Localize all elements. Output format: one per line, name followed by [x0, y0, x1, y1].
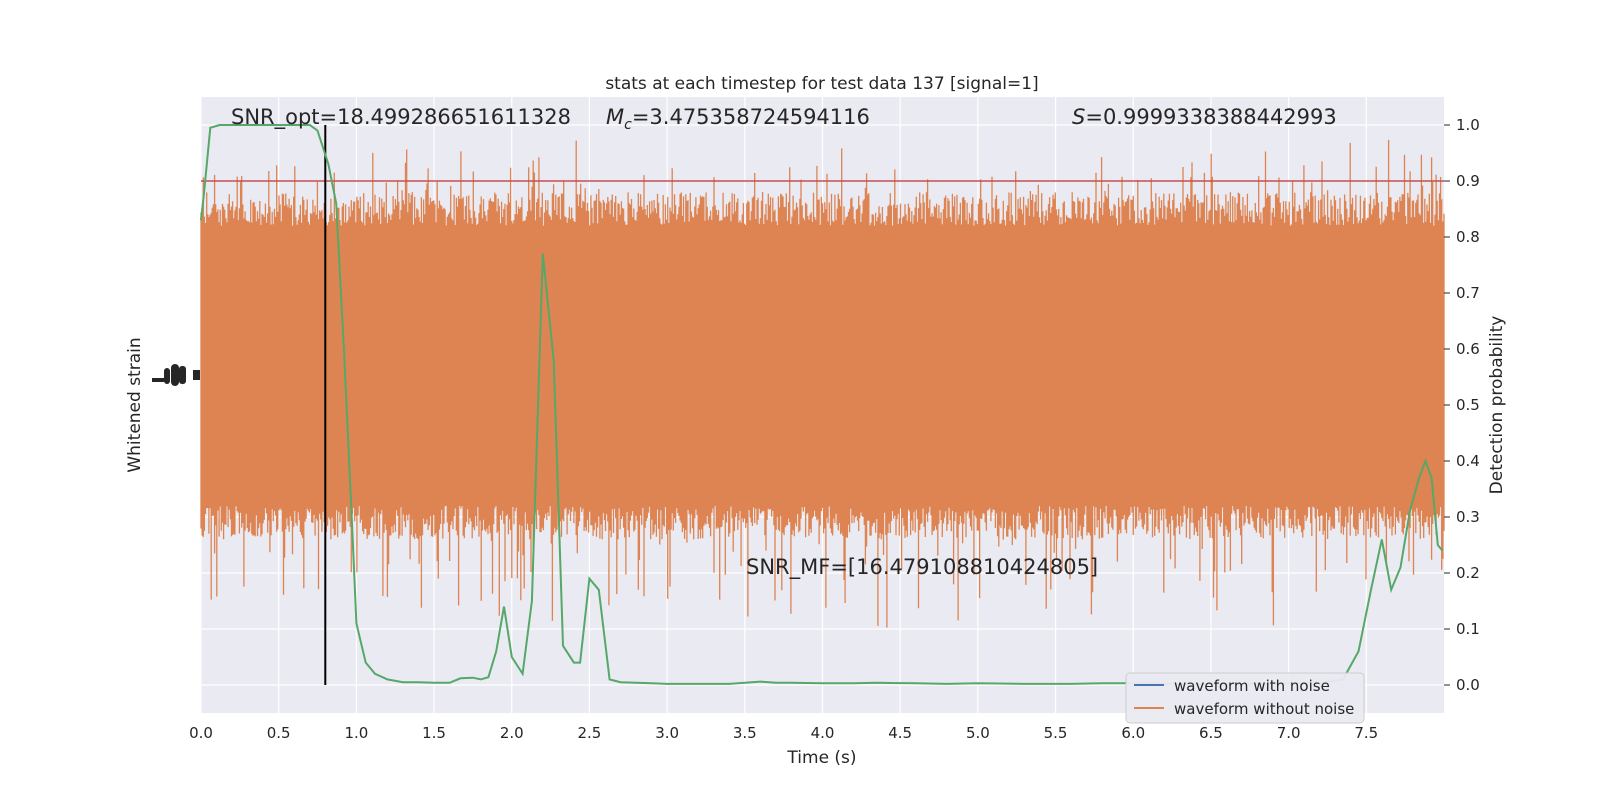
y-right-tick-label: 0.9: [1456, 172, 1480, 190]
y-right-tick-label: 0.6: [1456, 340, 1480, 358]
x-tick-label: 0.0: [189, 724, 213, 742]
x-tick-label: 6.0: [1121, 724, 1145, 742]
x-tick-label: 2.0: [500, 724, 524, 742]
significance-annotation: S=0.9999338388442993: [1072, 105, 1337, 129]
x-tick-label: 3.0: [655, 724, 679, 742]
x-tick-label: 4.5: [888, 724, 912, 742]
x-tick-label: 5.0: [966, 724, 990, 742]
x-tick-label: 4.0: [811, 724, 835, 742]
y-right-tick-label: 0.1: [1456, 620, 1480, 638]
x-tick-label: 3.5: [733, 724, 757, 742]
x-tick-label: 7.5: [1354, 724, 1378, 742]
legend-label-no-noise: waveform without noise: [1174, 700, 1354, 718]
y-right-tick-label: 0.3: [1456, 508, 1480, 526]
y-right-tick-label: 0.4: [1456, 452, 1480, 470]
snr-mf-annotation: SNR_MF=[16.479108810424805]: [746, 555, 1098, 580]
y-right-tick-label: 1.0: [1456, 116, 1480, 134]
y-axis-right-label: Detection probability: [1487, 316, 1507, 495]
y-right-tick-labels: 0.0 0.1 0.2 0.3 0.4 0.5 0.6 0.7 0.8 0.9 1.0: [1444, 116, 1480, 694]
snr-opt-annotation: SNR_opt=18.499286651611328: [231, 105, 571, 130]
strain-series: [200, 139, 1445, 628]
y-right-tick-label: 0.0: [1456, 676, 1480, 694]
chirp-mass-annotation: Mc=3.475358724594116: [606, 105, 870, 133]
x-tick-label: 2.5: [578, 724, 602, 742]
x-tick-labels: 0.0 0.5 1.0 1.5 2.0 2.5 3.0 3.5 4.0 4.5 5.0 5.5 6.0 6…: [189, 724, 1378, 742]
y-axis-left-label: Whitened strain: [125, 337, 145, 472]
left-axis-tick-cluster: [152, 364, 200, 386]
y-right-tick-label: 0.2: [1456, 564, 1480, 582]
x-tick-label: 6.5: [1199, 724, 1223, 742]
x-tick-label: 5.5: [1044, 724, 1068, 742]
x-tick-label: 0.5: [267, 724, 291, 742]
y-right-tick-label: 0.7: [1456, 284, 1480, 302]
y-right-tick-label: 0.5: [1456, 396, 1480, 414]
y-right-tick-label: 0.8: [1456, 228, 1480, 246]
legend: waveform with noise waveform without noi…: [1125, 672, 1365, 724]
strain-series-line: [200, 139, 1445, 628]
legend-label-noise: waveform with noise: [1174, 677, 1330, 695]
x-tick-label: 1.5: [422, 724, 446, 742]
x-axis-label: Time (s): [786, 748, 856, 768]
x-tick-label: 7.0: [1277, 724, 1301, 742]
chart-title: stats at each timestep for test data 137…: [605, 74, 1038, 94]
x-tick-label: 1.0: [344, 724, 368, 742]
